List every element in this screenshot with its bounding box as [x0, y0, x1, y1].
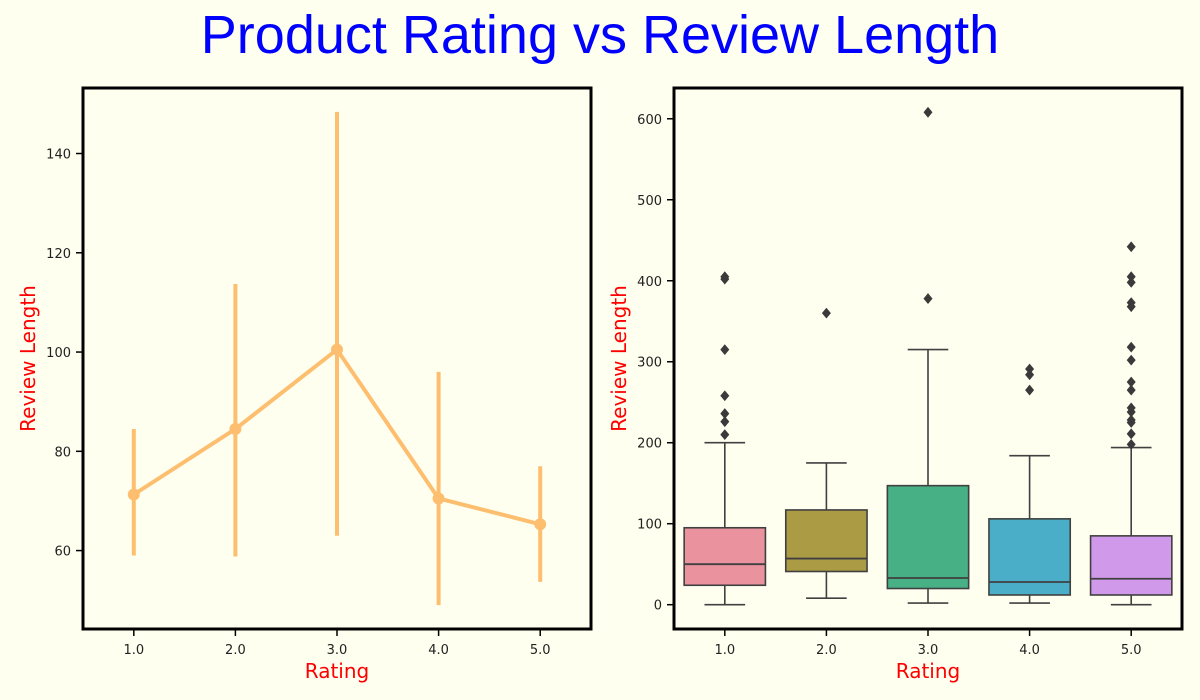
outlier-point [1126, 414, 1136, 426]
iqr-box [1089, 535, 1173, 596]
iqr-box [988, 518, 1072, 596]
pointplot-x-tick-label: 5.0 [530, 643, 551, 658]
pointplot-x-tick-label: 3.0 [327, 643, 348, 658]
pointplot-x-axis-label: Rating [305, 659, 369, 683]
iqr-box [886, 484, 970, 590]
outlier-point [821, 307, 831, 319]
boxplot-x-tick-label: 3.0 [918, 643, 939, 658]
outlier-point [720, 271, 730, 283]
outlier-point [1025, 363, 1035, 375]
pointplot-y-tick-label: 80 [54, 445, 71, 460]
outlier-point [1126, 297, 1136, 309]
outlier-point [1126, 376, 1136, 388]
pointplot-y-tick-label: 60 [54, 545, 71, 560]
outlier-point [1126, 384, 1136, 396]
figure-title: Product Rating vs Review Length [200, 5, 1000, 65]
boxplot-y-tick-label: 200 [637, 437, 662, 452]
pointplot-x-tick-label: 2.0 [225, 643, 246, 658]
mean-point [331, 343, 343, 356]
mean-point [432, 492, 445, 505]
outlier-point [720, 416, 730, 428]
iqr-box [784, 509, 868, 573]
pointplot-panel: 60 80 100 120 140 1.0 2.0 3.0 4.0 5.0 Rating Review… [16, 86, 593, 683]
boxplot-y-tick-label: 400 [637, 275, 662, 290]
outlier-point [720, 429, 730, 441]
outlier-point [720, 390, 730, 402]
boxplot-y-tick-label: 500 [637, 194, 662, 209]
mean-point [127, 488, 140, 501]
outlier-point [1126, 438, 1136, 450]
mean-point [229, 422, 242, 435]
boxplot-y-tick-label: 100 [637, 518, 662, 533]
outlier-point [1025, 369, 1035, 381]
boxplot-x-tick-label: 1.0 [714, 643, 735, 658]
boxplot-x-tick-label: 2.0 [816, 643, 837, 658]
boxplot-y-axis-label: Review Length [607, 285, 631, 432]
outlier-point [1126, 354, 1136, 366]
boxplot-x-axis-label: Rating [896, 659, 960, 683]
outlier-point [1126, 276, 1136, 288]
outlier-point [1126, 241, 1136, 253]
outlier-point [1025, 384, 1035, 396]
outlier-point [1126, 428, 1136, 440]
pointplot-x-tick-label: 1.0 [123, 643, 144, 658]
boxplot-x-tick-label: 5.0 [1121, 643, 1142, 658]
outlier-point [1126, 271, 1136, 283]
outlier-point [923, 106, 933, 118]
outlier-point [923, 293, 933, 304]
boxplot-y-tick-label: 300 [637, 356, 662, 371]
boxplot-panel: 0 100 200 300 400 500 600 1.0 2.0 3.0 4.0 5.0 Rating… [607, 86, 1184, 683]
pointplot-y-axis-label: Review Length [16, 285, 40, 432]
outlier-point [720, 408, 730, 419]
pointplot-y-tick-label: 120 [46, 247, 71, 262]
pointplot-y-tick-label: 140 [46, 148, 71, 163]
boxplot-x-tick-label: 4.0 [1019, 643, 1040, 658]
pointplot-y-tick-label: 100 [46, 346, 71, 361]
outlier-point [1126, 402, 1136, 414]
outlier-point [720, 344, 730, 355]
pointplot-x-tick-label: 4.0 [428, 643, 449, 658]
boxplot-y-tick-label: 600 [637, 113, 662, 128]
mean-point [534, 518, 547, 531]
outlier-point [1126, 341, 1136, 353]
iqr-box [683, 526, 767, 587]
boxplot-y-tick-label: 0 [654, 599, 662, 614]
